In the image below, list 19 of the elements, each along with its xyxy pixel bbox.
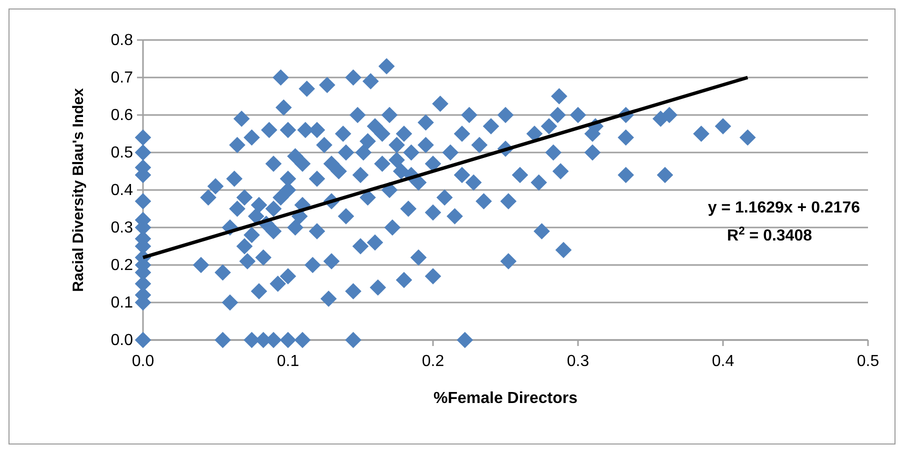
- y-tick-label: 0.5: [110, 144, 134, 162]
- annotation: R$^{2}$ = 0.3408: [727, 226, 812, 245]
- x-tick-label: 0.2: [422, 353, 444, 370]
- x-tick-label: 0.0: [132, 353, 154, 370]
- x-tick-label: 0.4: [712, 353, 734, 370]
- y-tick-label: 0.7: [110, 70, 134, 86]
- y-axis-title: Racial Diversity Blau's Index: [70, 88, 87, 292]
- annotation: y = 1.1629x + 0.2176: [708, 200, 860, 216]
- y-tick-label: 0.3: [110, 220, 134, 236]
- y-tick-label: 0.0: [110, 332, 134, 349]
- x-axis-title: %Female Directors: [433, 390, 578, 407]
- y-tick-label: 0.6: [110, 107, 134, 124]
- y-tick-label: 0.8: [110, 32, 134, 49]
- y-tick-label: 0.2: [110, 257, 134, 274]
- x-tick-label: 0.3: [566, 353, 590, 370]
- y-tick-label: 0.4: [110, 182, 134, 199]
- x-tick-label: 0.5: [856, 353, 880, 370]
- x-tick-label: 0.1: [276, 353, 300, 370]
- y-tick-label: 0.1: [110, 294, 134, 312]
